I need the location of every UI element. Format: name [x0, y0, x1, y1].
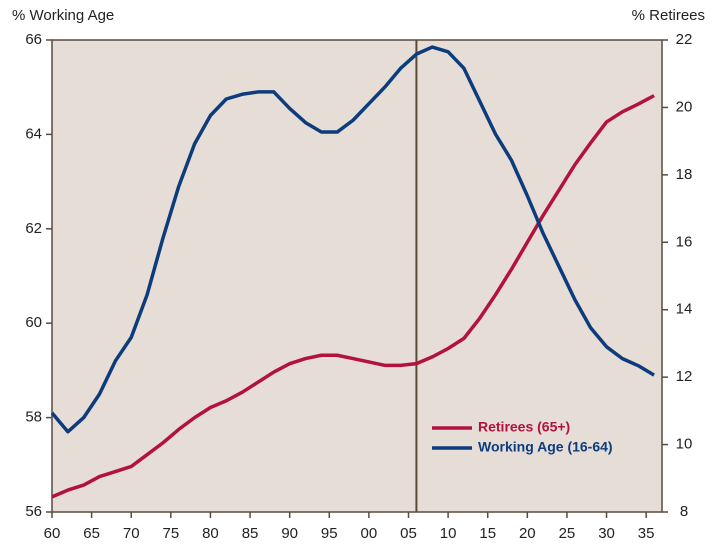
x-tick-label: 15 [479, 525, 496, 542]
y2-tick-label: 16 [676, 233, 693, 250]
x-tick-label: 30 [598, 525, 615, 542]
x-tick-label: 25 [559, 525, 576, 542]
y2-tick-label: 22 [676, 31, 693, 48]
x-tick-label: 90 [281, 525, 298, 542]
series-line [51, 94, 655, 499]
x-tick-label: 60 [44, 525, 61, 542]
x-tick-label: 95 [321, 525, 338, 542]
x-tick-label: 80 [202, 525, 219, 542]
x-tick-label: 70 [123, 525, 140, 542]
x-tick-label: 05 [400, 525, 417, 542]
x-tick-label: 75 [162, 525, 179, 542]
y2-tick-label: 18 [676, 166, 693, 183]
legend-label: Retirees (65+) [478, 419, 570, 435]
x-tick-label: 85 [242, 525, 259, 542]
x-tick-label: 35 [638, 525, 655, 542]
y-tick-label: 58 [25, 409, 42, 426]
y-tick-label: 66 [25, 31, 42, 48]
y-tick-label: 64 [25, 125, 42, 142]
y2-tick-label: 14 [676, 301, 693, 318]
y2-tick-label: 8 [680, 503, 688, 520]
x-tick-label: 00 [361, 525, 378, 542]
y-tick-label: 62 [25, 220, 42, 237]
y2-tick-label: 10 [676, 436, 693, 453]
y2-tick-label: 20 [676, 98, 693, 115]
x-tick-label: 20 [519, 525, 536, 542]
y2-tick-label: 12 [676, 368, 693, 385]
x-tick-label: 10 [440, 525, 457, 542]
legend-label: Working Age (16-64) [478, 439, 613, 455]
y-axis-label: % Working Age [12, 7, 114, 24]
series-line [50, 45, 655, 434]
y-tick-label: 60 [25, 314, 42, 331]
x-tick-label: 65 [83, 525, 100, 542]
y2-axis-label: % Retirees [632, 7, 705, 24]
y-tick-label: 56 [25, 503, 42, 520]
